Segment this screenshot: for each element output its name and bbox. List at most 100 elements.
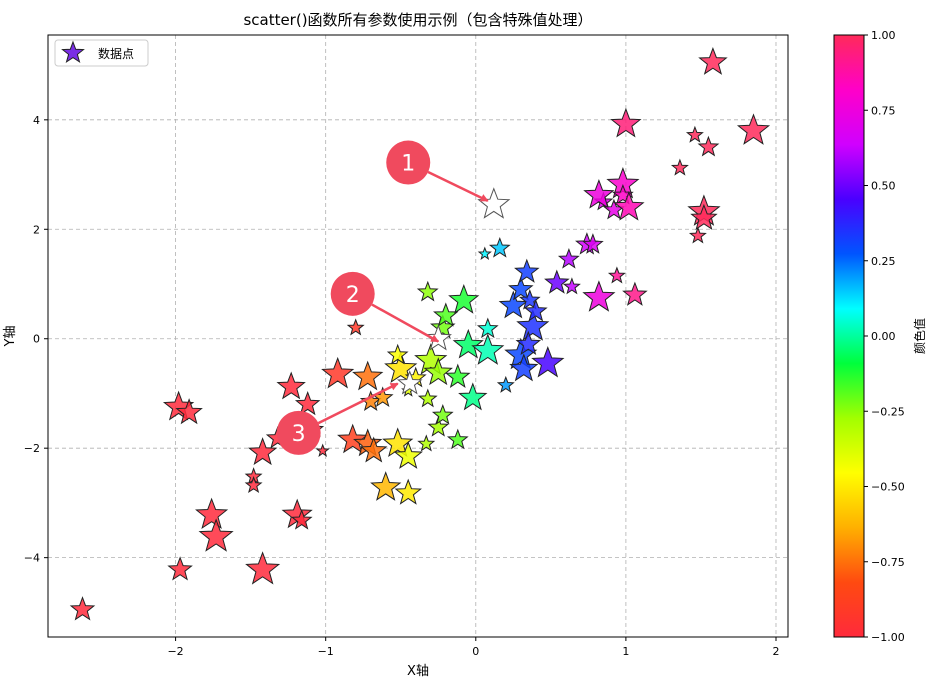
data-point: [670, 158, 689, 176]
annotation-arrow: [427, 170, 489, 202]
legend-marker-star: [61, 40, 85, 64]
data-point: [384, 351, 418, 383]
data-point: [698, 46, 728, 75]
legend-star-marker: [61, 40, 85, 64]
x-tick-label: −1: [318, 645, 334, 658]
data-point: [524, 298, 548, 322]
data-point: [382, 427, 414, 458]
data-point: [290, 508, 313, 530]
special-value-point: [396, 370, 423, 395]
data-point: [508, 276, 534, 301]
y-tick-label: −2: [24, 442, 40, 455]
data-point: [417, 388, 438, 408]
data-point: [509, 353, 539, 382]
y-tick-label: 2: [33, 223, 40, 236]
annotation-badge: [386, 140, 431, 185]
colorbar-tick-label: −0.75: [871, 556, 905, 569]
colorbar-ticks: −1.00 −0.75 −0.50 −0.25 0.00 0.25 0.50 0.75 1.00: [864, 29, 905, 644]
x-tick-label: −2: [167, 645, 183, 658]
data-point: [458, 382, 488, 411]
data-point: [352, 360, 384, 391]
data-point: [612, 183, 634, 205]
data-point: [394, 478, 422, 505]
data-point: [736, 113, 771, 145]
data-point: [488, 236, 511, 258]
plot-frame: [47, 34, 789, 638]
data-point: [531, 345, 565, 378]
data-point: [370, 471, 402, 501]
data-point: [498, 290, 528, 319]
data-point: [175, 398, 203, 425]
y-tick-label: −4: [24, 552, 40, 565]
data-point: [471, 333, 505, 365]
data-point: [622, 281, 648, 306]
colorbar-tick-label: −1.00: [871, 631, 905, 644]
data-point: [393, 440, 423, 469]
data-point: [562, 277, 581, 295]
data-point: [245, 551, 281, 585]
data-point: [544, 269, 570, 294]
colorbar-tick-label: 1.00: [871, 29, 896, 42]
data-point: [247, 437, 278, 466]
data-point: [515, 330, 542, 356]
colorbar-tick-label: 0.00: [871, 330, 896, 343]
data-point: [294, 390, 321, 416]
data-point: [582, 233, 604, 254]
x-tick-label: 1: [622, 645, 629, 658]
data-point: [69, 596, 96, 621]
annotation-label: 2: [346, 283, 360, 308]
x-axis-ticks: −2 −1 0 1 2: [167, 637, 779, 658]
data-point: [690, 203, 718, 231]
colorbar: −1.00 −0.75 −0.50 −0.25 0.00 0.25 0.50 0.75 1.00…: [833, 29, 927, 644]
data-point: [613, 190, 645, 221]
data-point: [276, 371, 306, 400]
colorbar-scale: [833, 34, 865, 638]
x-axis-label: X轴: [407, 664, 429, 679]
y-axis-ticks: −4 −2 0 2 4: [24, 114, 48, 565]
annotation-arrow: [317, 382, 399, 425]
y-axis-label: Y轴: [3, 326, 18, 348]
data-point: [433, 302, 459, 327]
data-point: [607, 266, 626, 284]
data-point: [514, 258, 540, 283]
x-tick-label: 0: [472, 645, 479, 658]
colorbar-tick-label: −0.50: [871, 481, 905, 494]
data-point: [582, 280, 616, 312]
data-point: [346, 318, 365, 336]
data-point: [445, 363, 471, 388]
annotation-arrow: [371, 303, 440, 343]
data-point: [198, 518, 234, 552]
annotation-badge: [276, 410, 321, 455]
data-point: [476, 317, 499, 339]
annotation-badge: [330, 271, 375, 316]
data-point: [446, 428, 469, 450]
data-point: [610, 107, 642, 138]
data-point: [685, 125, 704, 143]
y-tick-label: 0: [33, 333, 40, 346]
annotation-label: 3: [292, 422, 306, 447]
data-point: [416, 280, 439, 302]
x-tick-label: 2: [772, 645, 779, 658]
data-point: [518, 288, 541, 310]
colorbar-tick-label: 0.50: [871, 180, 896, 193]
legend-label: 数据点: [98, 46, 134, 61]
data-point: [167, 556, 193, 581]
data-point: [427, 415, 450, 437]
data-point: [417, 434, 436, 452]
colorbar-tick-label: 0.25: [871, 255, 896, 268]
data-point: [337, 423, 369, 454]
legend: 数据点: [54, 39, 149, 67]
data-point: [697, 135, 720, 157]
data-point: [477, 246, 492, 260]
data-point: [360, 436, 388, 463]
data-point: [688, 226, 707, 244]
data-point: [315, 443, 330, 457]
annotations: 1 2 3: [276, 140, 489, 455]
data-point: [448, 283, 480, 314]
data-point: [452, 328, 484, 359]
data-point: [414, 343, 448, 375]
grid: [48, 35, 788, 637]
data-point: [431, 403, 454, 425]
annotation-label: 1: [401, 152, 415, 177]
